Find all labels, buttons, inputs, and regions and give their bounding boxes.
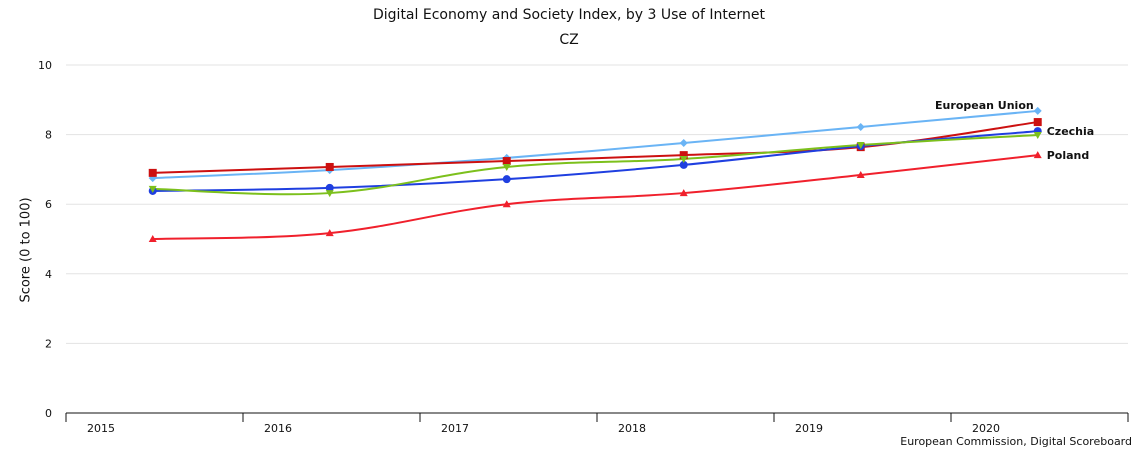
x-tick-label: 2016: [264, 422, 292, 435]
point-series-green: [1033, 131, 1042, 139]
x-tick-label: 2015: [87, 422, 115, 435]
point-poland: [325, 229, 334, 237]
credit-text: European Commission, Digital Scoreboard: [900, 435, 1132, 448]
point-poland: [856, 170, 865, 178]
chart-title: Digital Economy and Society Index, by 3 …: [373, 7, 765, 23]
line-series-green: [152, 133, 1038, 196]
point-poland: [1033, 151, 1042, 159]
point-series-green: [148, 185, 157, 193]
point-series-dark-red: [148, 168, 157, 177]
point-poland: [502, 200, 511, 208]
point-series-dark-red: [679, 151, 688, 160]
point-series-green: [679, 155, 688, 163]
line-poland: [152, 154, 1038, 240]
x-tick-label: 2017: [441, 422, 469, 435]
point-poland: [148, 235, 157, 242]
point-czechia: [679, 160, 688, 169]
point-european-union: [1033, 106, 1042, 115]
y-tick-label: 8: [45, 129, 52, 142]
label-czechia: Czechia: [1047, 125, 1094, 138]
point-czechia: [325, 183, 334, 192]
label-poland: Poland: [1047, 149, 1090, 162]
point-series-dark-red: [502, 157, 511, 166]
point-series-dark-red: [1033, 118, 1042, 127]
point-poland: [679, 189, 688, 197]
chart-subtitle: CZ: [559, 32, 579, 48]
x-tick-label: 2019: [795, 422, 823, 435]
point-series-dark-red: [325, 162, 334, 171]
point-series-green: [325, 190, 334, 198]
x-tick-label: 2018: [618, 422, 646, 435]
x-axis: 2015 2016 2017 2018 2019 2020: [65, 412, 1129, 435]
y-tick-label: 0: [45, 407, 52, 420]
y-tick-label: 4: [45, 268, 52, 281]
point-series-green: [856, 142, 865, 150]
series-end-labels: European Union Czechia Poland: [935, 99, 1094, 162]
point-czechia: [502, 175, 511, 184]
line-czechia: [152, 130, 1038, 192]
y-tick-label: 6: [45, 198, 52, 211]
x-tick-label: 2020: [972, 422, 1000, 435]
label-european-union: European Union: [935, 99, 1034, 112]
line-series-dark-red: [152, 121, 1038, 174]
y-tick-label: 10: [38, 59, 52, 72]
line-european-union: [152, 109, 1038, 180]
series-markers: [148, 106, 1042, 242]
point-series-green: [502, 163, 511, 171]
point-european-union: [679, 138, 688, 147]
y-tick-label: 2: [45, 337, 52, 350]
series-lines: [152, 109, 1038, 240]
point-european-union: [856, 122, 865, 131]
y-axis-ticks: 0 2 4 6 8 10: [38, 59, 52, 420]
